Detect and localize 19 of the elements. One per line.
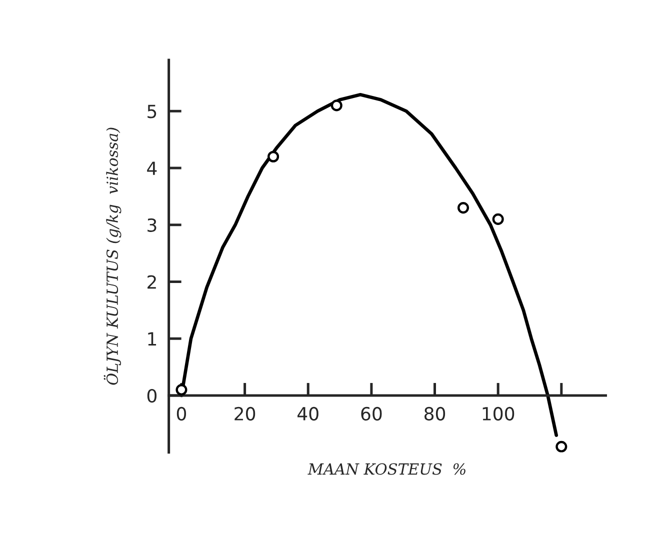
point <box>556 440 568 452</box>
point <box>330 100 342 112</box>
y-tick-label: 2 <box>148 275 156 289</box>
y-tick-label: 4 <box>147 162 157 175</box>
x-tick-label: 60 <box>361 406 382 421</box>
point <box>457 202 470 214</box>
point <box>492 213 504 225</box>
x-tick-label: 40 <box>298 406 318 421</box>
x-tick-label: 0 <box>176 406 186 421</box>
x-tick-label: 20 <box>234 406 256 421</box>
y-tick-label: 3 <box>148 218 156 232</box>
y-tick-label: 1 <box>148 332 156 346</box>
y-axis-title: ÖLJYN KULUTUS (g/kg viikossa) <box>104 128 122 385</box>
point <box>268 150 280 162</box>
y-tick-label: 0 <box>147 388 156 403</box>
x-tick-label: 80 <box>424 406 446 421</box>
x-tick-label: 100 <box>482 406 514 421</box>
y-tick-label: 5 <box>148 104 156 118</box>
x-axis-title: MAAN KOSTEUS % <box>308 463 466 475</box>
